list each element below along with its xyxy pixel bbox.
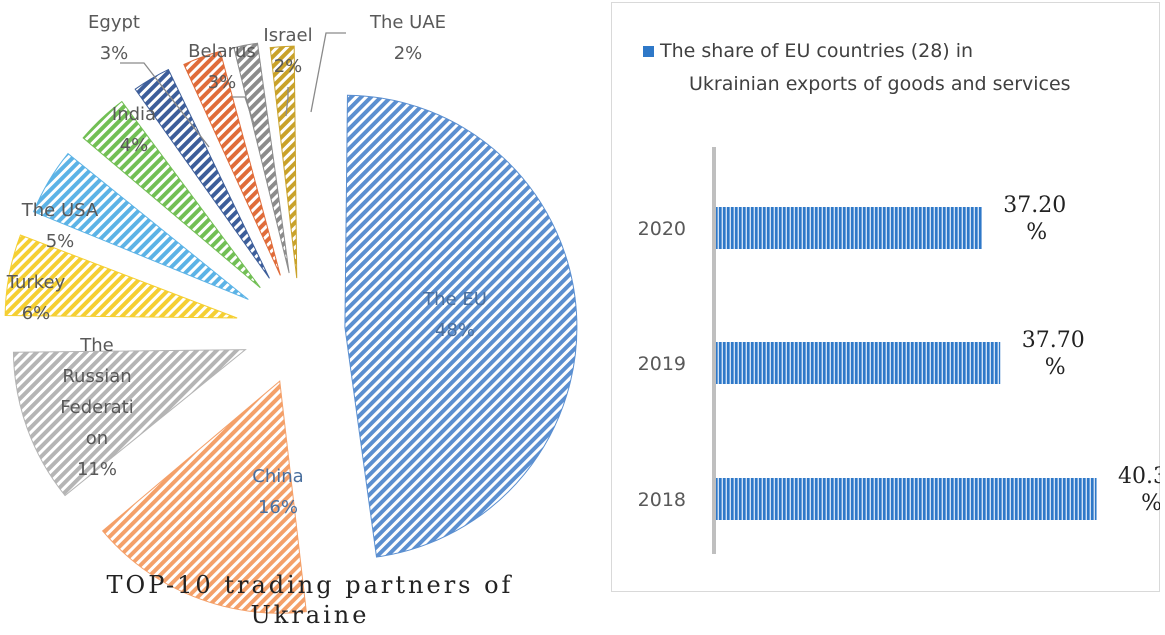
pie-slice-the-usa-label: The USA 5% bbox=[21, 200, 99, 252]
pie-slice-the-uae-label: The UAE 2% bbox=[369, 12, 446, 64]
bar-2018 bbox=[715, 478, 1097, 520]
legend-swatch bbox=[643, 46, 654, 57]
pie-slice-israel-label: Israel 2% bbox=[263, 25, 312, 77]
pie-slice-india bbox=[82, 100, 261, 289]
leader-line bbox=[232, 96, 255, 125]
legend-text-line-2: Ukrainian exports of goods and services bbox=[689, 73, 1071, 95]
pie-slice-china bbox=[101, 380, 307, 614]
bar-chart-frame bbox=[611, 2, 1160, 592]
bar-chart: The share of EU countries (28) in Ukrain… bbox=[638, 40, 1160, 554]
pie-slice-the-russian-federati-on bbox=[12, 349, 247, 497]
pie-slice-the-uae bbox=[269, 45, 298, 279]
pie-slice-india-label: India 4% bbox=[112, 104, 156, 156]
pie-slice-turkey-label: Turkey 6% bbox=[6, 272, 66, 324]
leader-line bbox=[310, 32, 346, 113]
pie-title-line-2: Ukraine bbox=[250, 601, 370, 629]
bar-legend: The share of EU countries (28) in Ukrain… bbox=[643, 40, 1071, 95]
pie-slice-the-eu bbox=[344, 94, 578, 558]
pie-slice-turkey bbox=[4, 234, 238, 319]
category-label-2019: 2019 bbox=[638, 353, 686, 375]
pie-slice-the-eu-label: The EU 48% bbox=[422, 289, 487, 341]
bar-2020 bbox=[715, 207, 982, 249]
category-label-2020: 2020 bbox=[638, 218, 686, 240]
pie-slice-egypt bbox=[134, 68, 270, 279]
value-label-2019: 37.70% bbox=[1022, 328, 1085, 380]
pie-slice-israel bbox=[233, 42, 290, 274]
value-label-2018: 40.30% bbox=[1118, 464, 1160, 516]
leader-line bbox=[120, 62, 210, 148]
pie-slice-belarus-label: Belarus 3% bbox=[188, 41, 256, 93]
pie-slice-china-label: China 16% bbox=[252, 466, 303, 518]
pie-slice-belarus bbox=[183, 50, 281, 276]
pie-slice-egypt-label: Egypt 3% bbox=[88, 12, 140, 64]
bar-2019 bbox=[715, 342, 1001, 384]
legend-text-line-1: The share of EU countries (28) in bbox=[659, 40, 973, 62]
category-label-2018: 2018 bbox=[638, 489, 686, 511]
value-label-2020: 37.20% bbox=[1003, 193, 1066, 245]
pie-slice-the-russian-federati-on-label: The Russian Federati on 11% bbox=[60, 335, 133, 480]
pie-chart-title: TOP-10 trading partners of Ukraine bbox=[60, 570, 560, 630]
pie-slice-the-usa bbox=[32, 152, 249, 300]
leader-line bbox=[285, 87, 289, 117]
pie-chart: The EU 48% China 16% The Russian Federati on 11%… bbox=[4, 12, 578, 614]
pie-title-line-1: TOP-10 trading partners of bbox=[106, 571, 514, 599]
